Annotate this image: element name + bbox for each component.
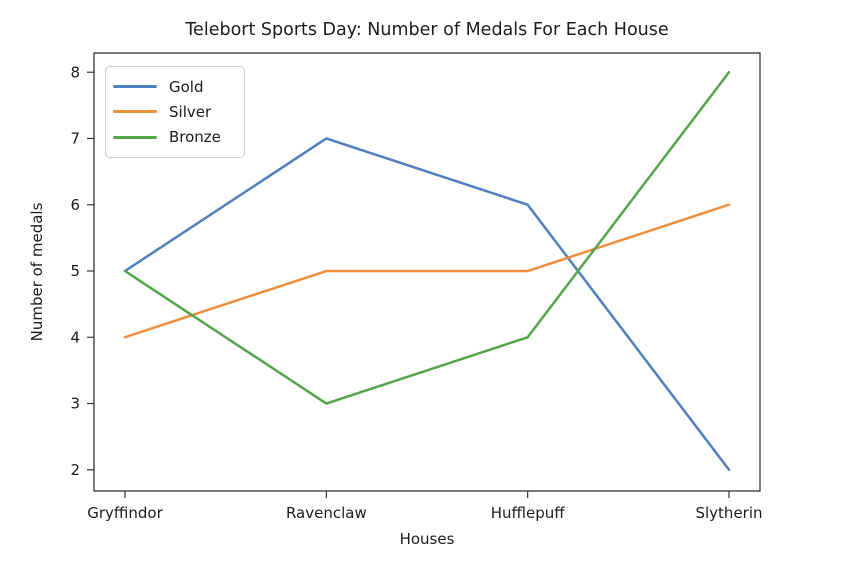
legend-item-label: Gold: [169, 77, 204, 96]
legend-item-label: Silver: [169, 102, 212, 121]
legend-swatch-bronze: [113, 135, 157, 139]
y-tick-label: 3: [70, 395, 80, 413]
legend-swatch-gold: [113, 85, 157, 89]
legend-item-label: Bronze: [169, 128, 221, 147]
x-tick-label: Ravenclaw: [286, 504, 367, 522]
y-tick-label: 4: [70, 328, 80, 346]
legend: Gold Silver Bronze: [105, 66, 245, 158]
y-tick-label: 7: [70, 130, 80, 148]
y-tick-label: 8: [70, 63, 80, 81]
series-line-gold: [123, 137, 731, 472]
y-tick-label: 6: [70, 196, 80, 214]
x-tick-label: Gryffindor: [87, 504, 163, 522]
y-tick-label: 2: [70, 461, 80, 479]
chart-title: Telebort Sports Day: Number of Medals Fo…: [185, 20, 669, 40]
legend-item-gold: Gold: [113, 74, 230, 99]
x-tick-label: Slytherin: [695, 504, 762, 522]
legend-item-silver: Silver: [113, 99, 230, 124]
x-tick-label: Hufflepuff: [491, 504, 566, 522]
x-axis-label: Houses: [399, 530, 455, 548]
legend-item-bronze: Bronze: [113, 125, 230, 150]
series-line-bronze: [123, 70, 731, 405]
axes-spines: [93, 52, 761, 492]
series-line-silver: [123, 203, 731, 339]
legend-swatch-silver: [113, 110, 157, 114]
y-tick-label: 5: [70, 262, 80, 280]
